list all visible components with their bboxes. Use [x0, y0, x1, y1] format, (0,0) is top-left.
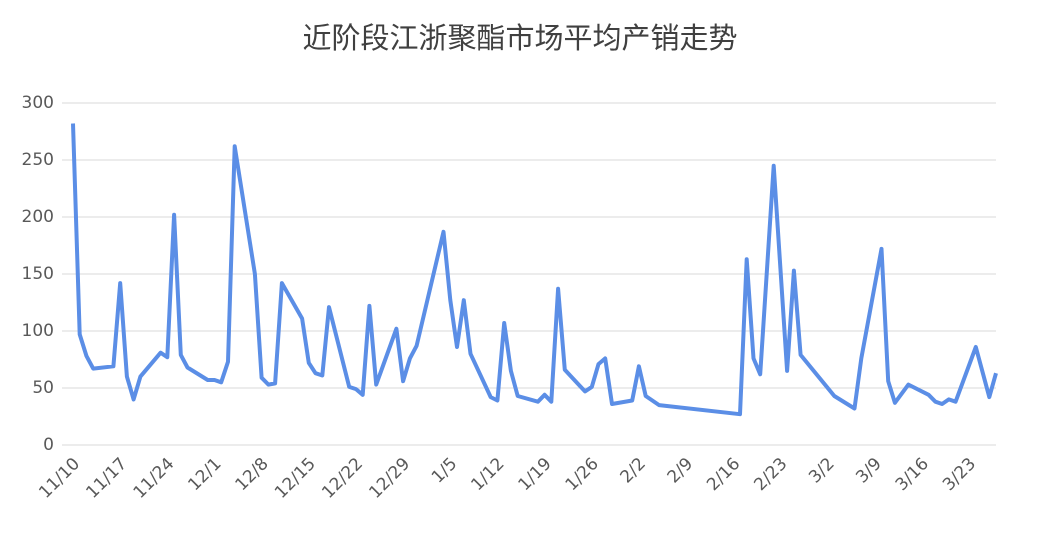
- y-tick-label: 50: [32, 378, 54, 398]
- y-tick-label: 250: [22, 150, 54, 170]
- y-tick-label: 200: [22, 207, 54, 227]
- line: [71, 123, 998, 417]
- y-tick-label: 150: [22, 264, 54, 284]
- chart-title: 近阶段江浙聚酯市场平均产销走势: [302, 21, 737, 55]
- y-tick-label: 100: [22, 321, 54, 341]
- y-tick-label: 0: [43, 435, 54, 455]
- y-tick-label: 300: [22, 93, 54, 113]
